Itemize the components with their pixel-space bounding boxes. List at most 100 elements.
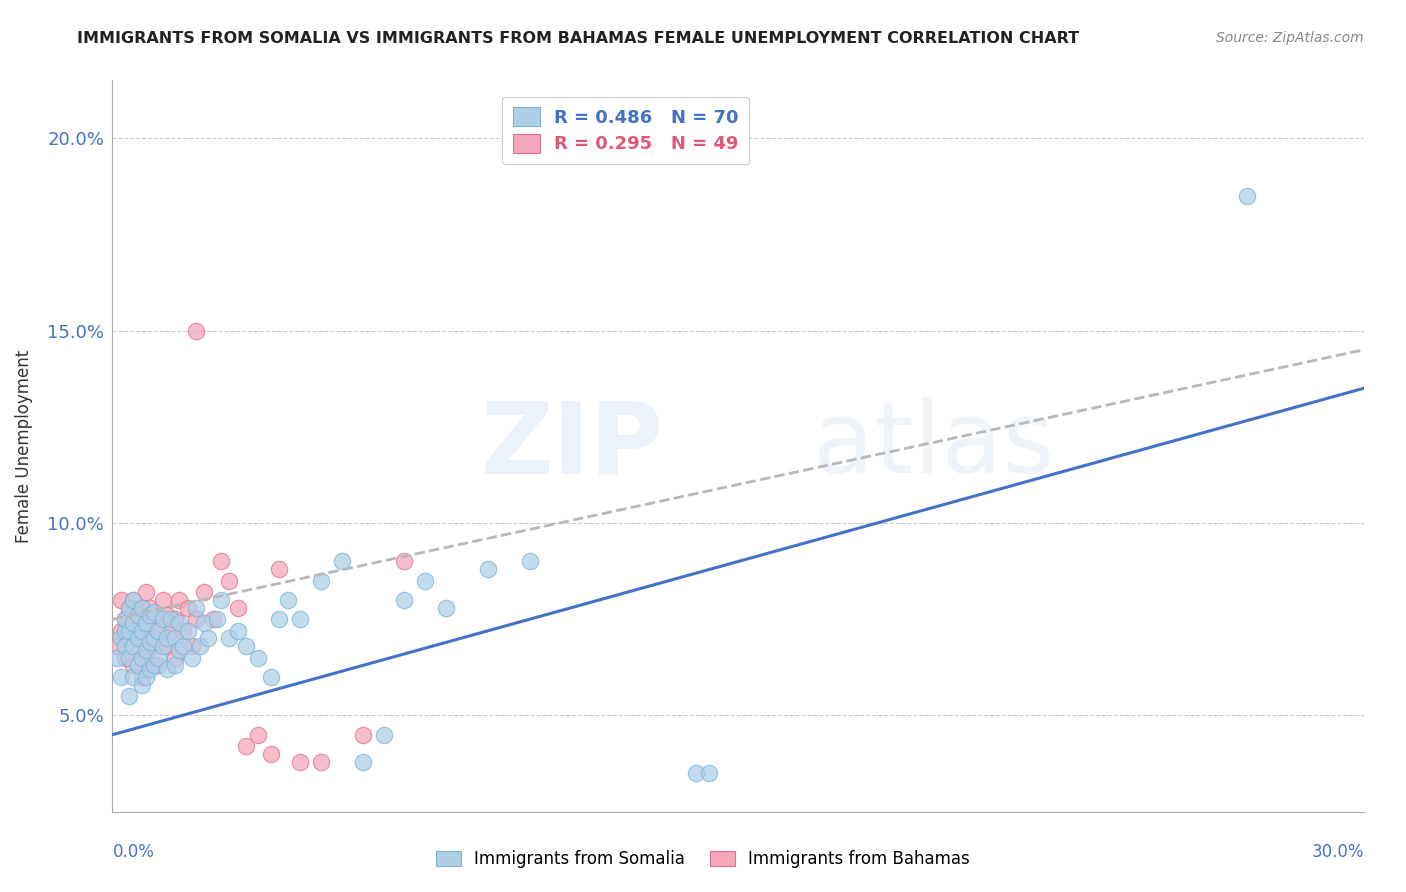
Text: 0.0%: 0.0%: [112, 843, 155, 861]
Point: [143, 658, 166, 673]
Point: [156, 639, 179, 653]
Point: [114, 650, 136, 665]
Point: [122, 616, 145, 631]
Point: [122, 593, 145, 607]
Point: [127, 608, 149, 623]
Point: [139, 600, 162, 615]
Point: [235, 639, 257, 653]
Point: [156, 662, 179, 676]
Point: [290, 755, 312, 769]
Text: 30.0%: 30.0%: [1312, 843, 1364, 861]
Point: [201, 612, 224, 626]
Point: [290, 612, 312, 626]
Point: [226, 624, 249, 638]
Point: [152, 639, 174, 653]
Point: [114, 612, 136, 626]
Point: [122, 593, 145, 607]
Point: [235, 739, 257, 754]
Point: [176, 624, 198, 638]
Point: [309, 574, 332, 588]
Point: [131, 670, 153, 684]
Point: [139, 635, 162, 649]
Point: [110, 593, 132, 607]
Point: [330, 554, 353, 568]
Point: [143, 608, 166, 623]
Point: [394, 593, 416, 607]
Point: [172, 624, 194, 638]
Point: [176, 600, 198, 615]
Point: [139, 608, 162, 623]
Point: [172, 639, 194, 653]
Point: [184, 324, 207, 338]
Point: [184, 612, 207, 626]
Point: [131, 600, 153, 615]
Point: [269, 562, 291, 576]
Point: [148, 624, 170, 638]
Point: [135, 585, 157, 599]
Point: [163, 650, 186, 665]
Point: [160, 612, 183, 626]
Point: [373, 728, 395, 742]
Point: [118, 650, 141, 665]
Text: Source: ZipAtlas.com: Source: ZipAtlas.com: [1216, 31, 1364, 45]
Point: [139, 662, 162, 676]
Point: [160, 624, 183, 638]
Point: [131, 678, 153, 692]
Point: [118, 600, 141, 615]
Point: [127, 608, 149, 623]
Point: [247, 728, 270, 742]
Point: [122, 624, 145, 638]
Point: [152, 593, 174, 607]
Point: [180, 639, 202, 653]
Point: [127, 632, 149, 646]
Point: [167, 616, 190, 631]
Legend: R = 0.486   N = 70, R = 0.295   N = 49: R = 0.486 N = 70, R = 0.295 N = 49: [502, 96, 749, 164]
Point: [127, 658, 149, 673]
Point: [197, 632, 219, 646]
Point: [218, 574, 240, 588]
Point: [135, 620, 157, 634]
Point: [105, 639, 128, 653]
Point: [269, 612, 291, 626]
Point: [163, 632, 186, 646]
Point: [697, 766, 720, 780]
Point: [118, 600, 141, 615]
Point: [394, 554, 416, 568]
Point: [152, 612, 174, 626]
Point: [135, 650, 157, 665]
Point: [131, 632, 153, 646]
Point: [434, 600, 457, 615]
Point: [143, 639, 166, 653]
Point: [184, 600, 207, 615]
Point: [131, 600, 153, 615]
Point: [148, 650, 170, 665]
Point: [122, 639, 145, 653]
Point: [685, 766, 707, 780]
Point: [148, 624, 170, 638]
Point: [205, 612, 228, 626]
Point: [188, 639, 211, 653]
Point: [135, 616, 157, 631]
Point: [122, 670, 145, 684]
Point: [209, 593, 232, 607]
Point: [260, 670, 283, 684]
Point: [127, 639, 149, 653]
Point: [110, 624, 132, 638]
Point: [135, 643, 157, 657]
Point: [352, 728, 374, 742]
Point: [352, 755, 374, 769]
Point: [139, 632, 162, 646]
Point: [218, 632, 240, 646]
Point: [131, 650, 153, 665]
Text: atlas: atlas: [813, 398, 1054, 494]
Point: [156, 632, 179, 646]
Point: [477, 562, 499, 576]
Legend: Immigrants from Somalia, Immigrants from Bahamas: Immigrants from Somalia, Immigrants from…: [429, 844, 977, 875]
Point: [114, 624, 136, 638]
Point: [163, 612, 186, 626]
Text: IMMIGRANTS FROM SOMALIA VS IMMIGRANTS FROM BAHAMAS FEMALE UNEMPLOYMENT CORRELATI: IMMIGRANTS FROM SOMALIA VS IMMIGRANTS FR…: [77, 31, 1080, 46]
Point: [143, 632, 166, 646]
Point: [122, 658, 145, 673]
Point: [118, 690, 141, 704]
Point: [226, 600, 249, 615]
